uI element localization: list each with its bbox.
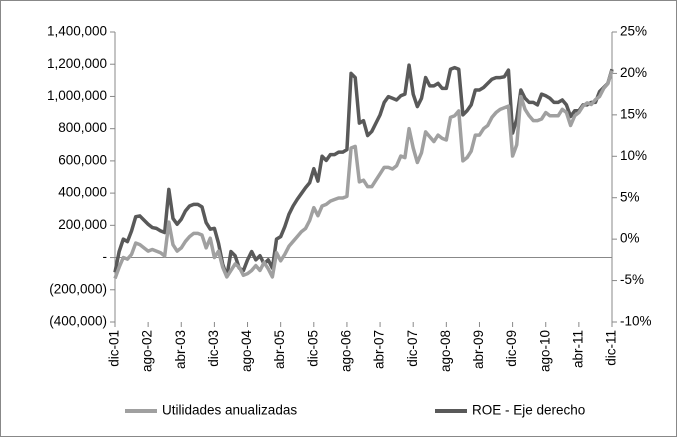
x-tick-label: dic-09 bbox=[504, 330, 519, 367]
x-tick-label: dic-03 bbox=[206, 330, 221, 367]
y2-tick-label: -10% bbox=[620, 314, 652, 329]
x-tick-label: dic-11 bbox=[604, 330, 619, 366]
x-tick-label: abr-07 bbox=[372, 330, 387, 369]
x-tick-label: ago-02 bbox=[140, 330, 155, 372]
y2-tick-label: 20% bbox=[620, 65, 647, 80]
x-tick-label: ago-08 bbox=[438, 330, 453, 372]
y-tick-label: (400,000) bbox=[49, 314, 107, 329]
x-tick-label: abr-11 bbox=[570, 330, 585, 368]
x-tick-label: dic-01 bbox=[107, 330, 122, 367]
legend-label: ROE - Eje derecho bbox=[472, 403, 585, 418]
y2-tick-label: 5% bbox=[620, 189, 640, 204]
y2-tick-label: 10% bbox=[620, 148, 647, 163]
y2-tick-label: 0% bbox=[620, 231, 640, 246]
series-line bbox=[113, 70, 614, 280]
y-tick-label: 400,000 bbox=[58, 185, 107, 200]
x-tick-label: ago-10 bbox=[537, 330, 552, 372]
y-tick-label: 1,400,000 bbox=[47, 24, 107, 39]
x-tick-label: abr-05 bbox=[272, 330, 287, 369]
y2-tick-label: 25% bbox=[620, 24, 647, 39]
y-tick-label: 200,000 bbox=[58, 217, 107, 232]
y-tick-label: - bbox=[103, 249, 108, 264]
x-tick-label: abr-03 bbox=[173, 330, 188, 369]
x-tick-label: abr-09 bbox=[471, 330, 486, 369]
y-tick-label: 800,000 bbox=[58, 120, 107, 135]
y-tick-label: 1,000,000 bbox=[47, 88, 107, 103]
y-tick-label: 1,200,000 bbox=[47, 56, 107, 71]
y-tick-label: 600,000 bbox=[58, 152, 107, 167]
y2-tick-label: 15% bbox=[620, 106, 647, 121]
series-line bbox=[113, 63, 614, 279]
x-tick-label: dic-07 bbox=[405, 330, 420, 367]
x-tick-label: ago-06 bbox=[338, 330, 353, 372]
legend-label: Utilidades anualizadas bbox=[162, 403, 297, 418]
x-tick-label: dic-05 bbox=[305, 330, 320, 367]
x-tick-label: ago-04 bbox=[239, 330, 254, 373]
y2-tick-label: -5% bbox=[620, 272, 644, 287]
y-tick-label: (200,000) bbox=[49, 281, 107, 296]
